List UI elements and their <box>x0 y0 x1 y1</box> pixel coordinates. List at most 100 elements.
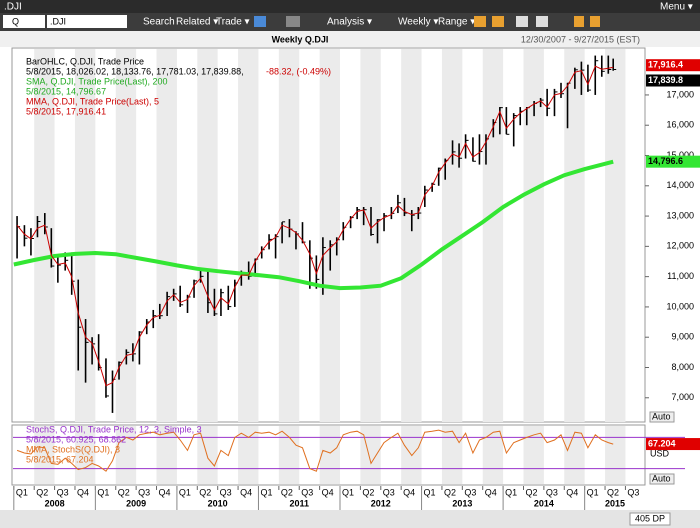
tool-icon[interactable] <box>474 16 486 27</box>
chart-title: Weekly Q.DJI <box>272 34 329 44</box>
search-button[interactable]: Search <box>143 17 175 28</box>
year-label: 2011 <box>289 498 309 508</box>
legend-stoch-mma-value: 5/8/2015, 67.204 <box>26 454 94 464</box>
tool-icon[interactable] <box>492 16 504 27</box>
quarter-band <box>319 49 341 422</box>
folder-icon[interactable] <box>286 16 300 27</box>
x-tick-label: Q4 <box>485 487 497 497</box>
year-label: 2015 <box>605 498 625 508</box>
legend-ohlc-name: BarOHLC, Q.DJI, Trade Price <box>26 56 144 66</box>
related-menu[interactable]: Related ▾ <box>176 17 218 28</box>
quarter-band <box>238 49 259 422</box>
legend-stoch-value: 5/8/2015, 60.925, 68.862 <box>26 434 126 444</box>
quarter-band <box>34 426 55 484</box>
indicator-line <box>13 159 614 291</box>
x-tick-label: Q1 <box>16 487 28 497</box>
x-tick-label: Q2 <box>444 487 456 497</box>
x-tick-label: Q4 <box>159 487 171 497</box>
quarter-band <box>238 426 259 484</box>
analysis-menu[interactable]: Analysis ▾ <box>327 17 372 28</box>
range-menu[interactable]: Range ▾ <box>438 17 475 28</box>
quarter-band <box>319 426 341 484</box>
quarter-band <box>197 49 218 422</box>
y-tick-label: 13,000 <box>666 210 694 220</box>
last-value-badge <box>646 155 700 168</box>
legend-ohlc-value: 5/8/2015, 18,026.02, 18,133.76, 17,781.0… <box>26 66 244 76</box>
x-tick-label: Q1 <box>342 487 354 497</box>
year-label: 2010 <box>208 498 228 508</box>
y-tick-label: 14,000 <box>666 180 694 190</box>
x-tick-label: Q1 <box>260 487 272 497</box>
quarter-band <box>197 426 218 484</box>
legend-sma-name: SMA, Q.DJI, Trade Price(Last), 200 <box>26 76 168 86</box>
year-label: 2013 <box>452 498 472 508</box>
year-label: 2008 <box>45 498 65 508</box>
tool-icon[interactable] <box>516 16 528 27</box>
x-tick-label: Q3 <box>301 487 313 497</box>
y-tick-label: 9,000 <box>671 332 694 342</box>
quarter-band <box>156 49 177 422</box>
symbol-type: Q <box>12 16 19 26</box>
quarter-band <box>156 426 177 484</box>
quarter-band <box>564 49 585 422</box>
last-value-label: 17,839.8 <box>648 75 683 85</box>
stoch-line <box>16 429 614 472</box>
x-tick-label: Q3 <box>627 487 639 497</box>
legend-ohlc-change: -88.32, (-0.49%) <box>266 66 331 76</box>
y-tick-label: 15,000 <box>666 150 694 160</box>
currency: USD <box>650 448 670 458</box>
y-tick-label: 11,000 <box>667 271 694 281</box>
year-label: 2012 <box>371 498 391 508</box>
tool-icon[interactable] <box>590 16 600 27</box>
legend-mma-value: 5/8/2015, 17,916.41 <box>26 106 106 116</box>
tool-icon[interactable] <box>536 16 548 27</box>
x-tick-label: Q2 <box>118 487 130 497</box>
last-value-label: 14,796.6 <box>648 156 683 166</box>
x-tick-label: Q3 <box>546 487 558 497</box>
quarter-band <box>523 426 544 484</box>
symbol-type-box[interactable] <box>3 15 45 28</box>
scrollbar[interactable] <box>0 510 700 528</box>
date-range: 12/30/2007 - 9/27/2015 (EST) <box>521 34 640 44</box>
x-tick-label: Q2 <box>525 487 537 497</box>
quarter-band <box>74 49 96 422</box>
legend-sma-value: 5/8/2015, 14,796.67 <box>26 86 106 96</box>
indicator-line <box>16 65 614 387</box>
quarter-band <box>523 49 544 422</box>
scroll-box <box>629 512 671 526</box>
x-tick-label: Q3 <box>464 487 476 497</box>
tool-icon[interactable] <box>574 16 584 27</box>
quarter-band <box>441 426 463 484</box>
quarter-band <box>482 49 504 422</box>
quarter-band <box>482 426 504 484</box>
symbol-input[interactable] <box>47 15 127 28</box>
trade-menu[interactable]: Trade ▾ <box>216 17 250 28</box>
x-tick-label: Q1 <box>424 487 436 497</box>
auto-label: Auto <box>652 473 671 483</box>
last-value-label: 17,916.4 <box>648 60 683 70</box>
symbol-text: .DJI <box>50 16 66 26</box>
x-tick-label: Q4 <box>322 487 334 497</box>
x-tick-label: Q1 <box>97 487 109 497</box>
year-label: 2014 <box>534 498 554 508</box>
y-tick-label: 17,000 <box>666 89 694 99</box>
x-tick-label: Q2 <box>281 487 293 497</box>
x-tick-label: Q3 <box>383 487 395 497</box>
window-title: .DJI <box>4 2 22 13</box>
header-strip <box>0 31 700 47</box>
x-tick-label: Q4 <box>566 487 578 497</box>
y-tick-label: 12,000 <box>666 241 694 251</box>
undo-icon[interactable] <box>254 16 266 27</box>
menu-button[interactable]: Menu ▾ <box>660 2 693 13</box>
period-menu[interactable]: Weekly ▾ <box>398 17 438 28</box>
x-tick-label: Q4 <box>240 487 252 497</box>
quarter-band <box>401 49 422 422</box>
legend-mma-name: MMA, Q.DJI, Trade Price(Last), 5 <box>26 96 159 106</box>
auto-button[interactable] <box>649 473 675 485</box>
auto-button[interactable] <box>649 411 675 423</box>
quarter-band <box>34 49 55 422</box>
x-tick-label: Q2 <box>36 487 48 497</box>
legend-stoch-name: StochS, Q.DJI, Trade Price, 12, 3, Simpl… <box>26 424 202 434</box>
x-tick-label: Q3 <box>138 487 150 497</box>
